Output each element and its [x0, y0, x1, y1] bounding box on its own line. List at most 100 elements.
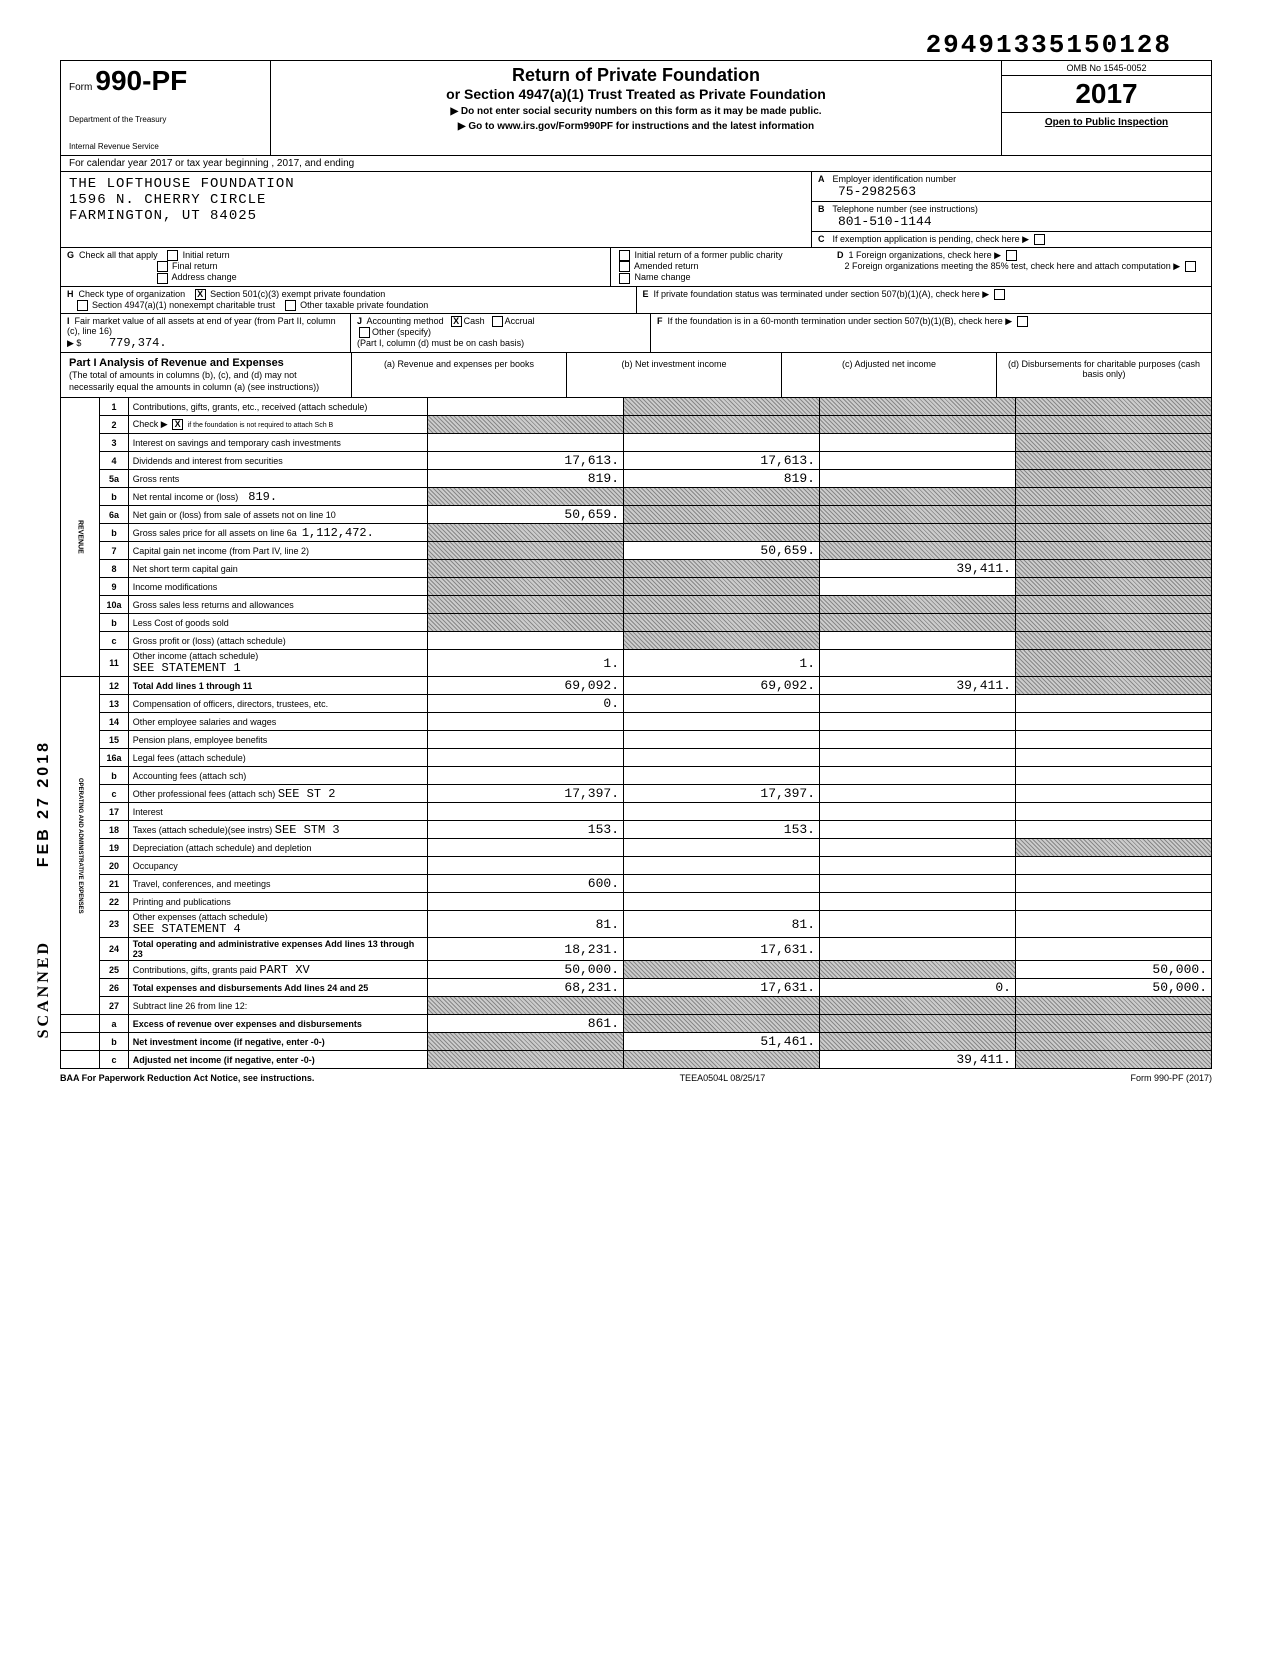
- line-num: 22: [100, 893, 129, 911]
- table-row: 14Other employee salaries and wages: [61, 713, 1212, 731]
- d-checkbox1[interactable]: [1006, 250, 1017, 261]
- amt-cell: 153.: [624, 821, 820, 839]
- j-cash: Cash: [464, 316, 485, 326]
- line-desc: Gross sales price for all assets on line…: [128, 524, 427, 542]
- f-checkbox[interactable]: [1017, 316, 1028, 327]
- g-final-checkbox[interactable]: [157, 261, 168, 272]
- g-initial-checkbox[interactable]: [167, 250, 178, 261]
- line-num: 18: [100, 821, 129, 839]
- i-label: I: [67, 316, 70, 326]
- line-num: a: [100, 1015, 129, 1033]
- g-address-checkbox[interactable]: [157, 273, 168, 284]
- form-warning2: ▶ Go to www.irs.gov/Form990PF for instru…: [279, 121, 993, 132]
- part1-label-box: Part I Analysis of Revenue and Expenses …: [61, 353, 351, 397]
- h-4947-checkbox[interactable]: [77, 300, 88, 311]
- d-text1: 1 Foreign organizations, check here: [849, 250, 992, 260]
- amt-cell: 819.: [428, 470, 624, 488]
- line-desc: Net short term capital gain: [128, 560, 427, 578]
- i-value: 779,374.: [109, 336, 167, 350]
- scanned-stamp: SCANNED: [35, 940, 53, 1038]
- g-name-checkbox[interactable]: [619, 273, 630, 284]
- table-row: 18Taxes (attach schedule)(see instrs) SE…: [61, 821, 1212, 839]
- g-label: G: [67, 250, 74, 260]
- org-info-right: A Employer identification number 75-2982…: [811, 172, 1211, 247]
- row-h: H Check type of organization X Section 5…: [60, 287, 1212, 314]
- h-other-checkbox[interactable]: [285, 300, 296, 311]
- line-num: 17: [100, 803, 129, 821]
- table-row: REVENUE 1Contributions, gifts, grants, e…: [61, 398, 1212, 416]
- line-num: 23: [100, 911, 129, 938]
- amt-cell: 39,411.: [820, 560, 1016, 578]
- col-a-header: (a) Revenue and expenses per books: [351, 353, 566, 397]
- j-note: (Part I, column (d) must be on cash basi…: [357, 338, 524, 348]
- table-row: bLess Cost of goods sold: [61, 614, 1212, 632]
- footer-form: Form 990-PF (2017): [1130, 1073, 1212, 1083]
- table-row: 4Dividends and interest from securities1…: [61, 452, 1212, 470]
- box-a-label: A: [818, 174, 830, 184]
- col-b-header: (b) Net investment income: [566, 353, 781, 397]
- phone-value: 801-510-1144: [838, 214, 1205, 229]
- table-row: cAdjusted net income (if negative, enter…: [61, 1051, 1212, 1069]
- line-desc: Total operating and administrative expen…: [128, 938, 427, 961]
- e-text: If private foundation status was termina…: [654, 289, 980, 299]
- j-other-checkbox[interactable]: [359, 327, 370, 338]
- amt-cell: 69,092.: [428, 677, 624, 695]
- amt-cell: 819.: [624, 470, 820, 488]
- g-amended-checkbox[interactable]: [619, 261, 630, 272]
- line-num: 12: [100, 677, 129, 695]
- line-num: c: [100, 1051, 129, 1069]
- box-c-checkbox[interactable]: [1034, 234, 1045, 245]
- d-checkbox2[interactable]: [1185, 261, 1196, 272]
- form-title: Return of Private Foundation: [279, 65, 993, 86]
- box-a: A Employer identification number 75-2982…: [812, 172, 1211, 202]
- g-opt-name: Name change: [635, 272, 691, 282]
- line-desc: Legal fees (attach schedule): [128, 749, 427, 767]
- table-row: 23Other expenses (attach schedule)SEE ST…: [61, 911, 1212, 938]
- org-addr2: FARMINGTON, UT 84025: [69, 208, 803, 224]
- amt-cell: 50,000.: [1015, 979, 1211, 997]
- amt-cell: 1.: [428, 650, 624, 677]
- line-num: 8: [100, 560, 129, 578]
- amt-cell: 68,231.: [428, 979, 624, 997]
- form-title-box: Return of Private Foundation or Section …: [271, 61, 1001, 155]
- form-number-box: Form 990-PF Department of the Treasury I…: [61, 61, 271, 155]
- amt-cell: 600.: [428, 875, 624, 893]
- g-opt-charity: Initial return of a former public charit…: [635, 250, 783, 260]
- line-num: 6a: [100, 506, 129, 524]
- g-charity-checkbox[interactable]: [619, 250, 630, 261]
- amt-cell: 1.: [624, 650, 820, 677]
- d-label: D: [837, 250, 844, 260]
- footer-code: TEEA0504L 08/25/17: [680, 1073, 766, 1083]
- line-desc: Other employee salaries and wages: [128, 713, 427, 731]
- line-num: 15: [100, 731, 129, 749]
- form-header: Form 990-PF Department of the Treasury I…: [60, 60, 1212, 156]
- line-num: 1: [100, 398, 129, 416]
- box-a-text: Employer identification number: [833, 174, 957, 184]
- form-warning1: ▶ Do not enter social security numbers o…: [279, 106, 993, 117]
- j-accrual-checkbox[interactable]: [492, 316, 503, 327]
- amt-cell: 81.: [624, 911, 820, 938]
- box-c-label: C: [818, 234, 830, 244]
- table-row: 25Contributions, gifts, grants paid PART…: [61, 961, 1212, 979]
- table-row: cOther professional fees (attach sch) SE…: [61, 785, 1212, 803]
- calendar-year-row: For calendar year 2017 or tax year begin…: [60, 156, 1212, 172]
- j-cash-checkbox[interactable]: X: [451, 316, 462, 327]
- table-row: 20Occupancy: [61, 857, 1212, 875]
- e-checkbox[interactable]: [994, 289, 1005, 300]
- omb-number: OMB No 1545-0052: [1002, 61, 1211, 76]
- box-c-text: If exemption application is pending, che…: [833, 234, 1020, 244]
- table-row: 9Income modifications: [61, 578, 1212, 596]
- table-row: 7Capital gain net income (from Part IV, …: [61, 542, 1212, 560]
- document-number: 29491335150128: [60, 30, 1172, 60]
- line-desc: Subtract line 26 from line 12:: [128, 997, 427, 1015]
- dept-irs: Internal Revenue Service: [69, 142, 262, 151]
- amt-cell: 17,631.: [624, 938, 820, 961]
- table-row: 13Compensation of officers, directors, t…: [61, 695, 1212, 713]
- line-num: 11: [100, 650, 129, 677]
- schb-checkbox[interactable]: X: [172, 419, 183, 430]
- h-501c3-checkbox[interactable]: X: [195, 289, 206, 300]
- dept-treasury: Department of the Treasury: [69, 115, 262, 124]
- col-c-header: (c) Adjusted net income: [781, 353, 996, 397]
- line-desc: Gross rents: [128, 470, 427, 488]
- table-row: 17Interest: [61, 803, 1212, 821]
